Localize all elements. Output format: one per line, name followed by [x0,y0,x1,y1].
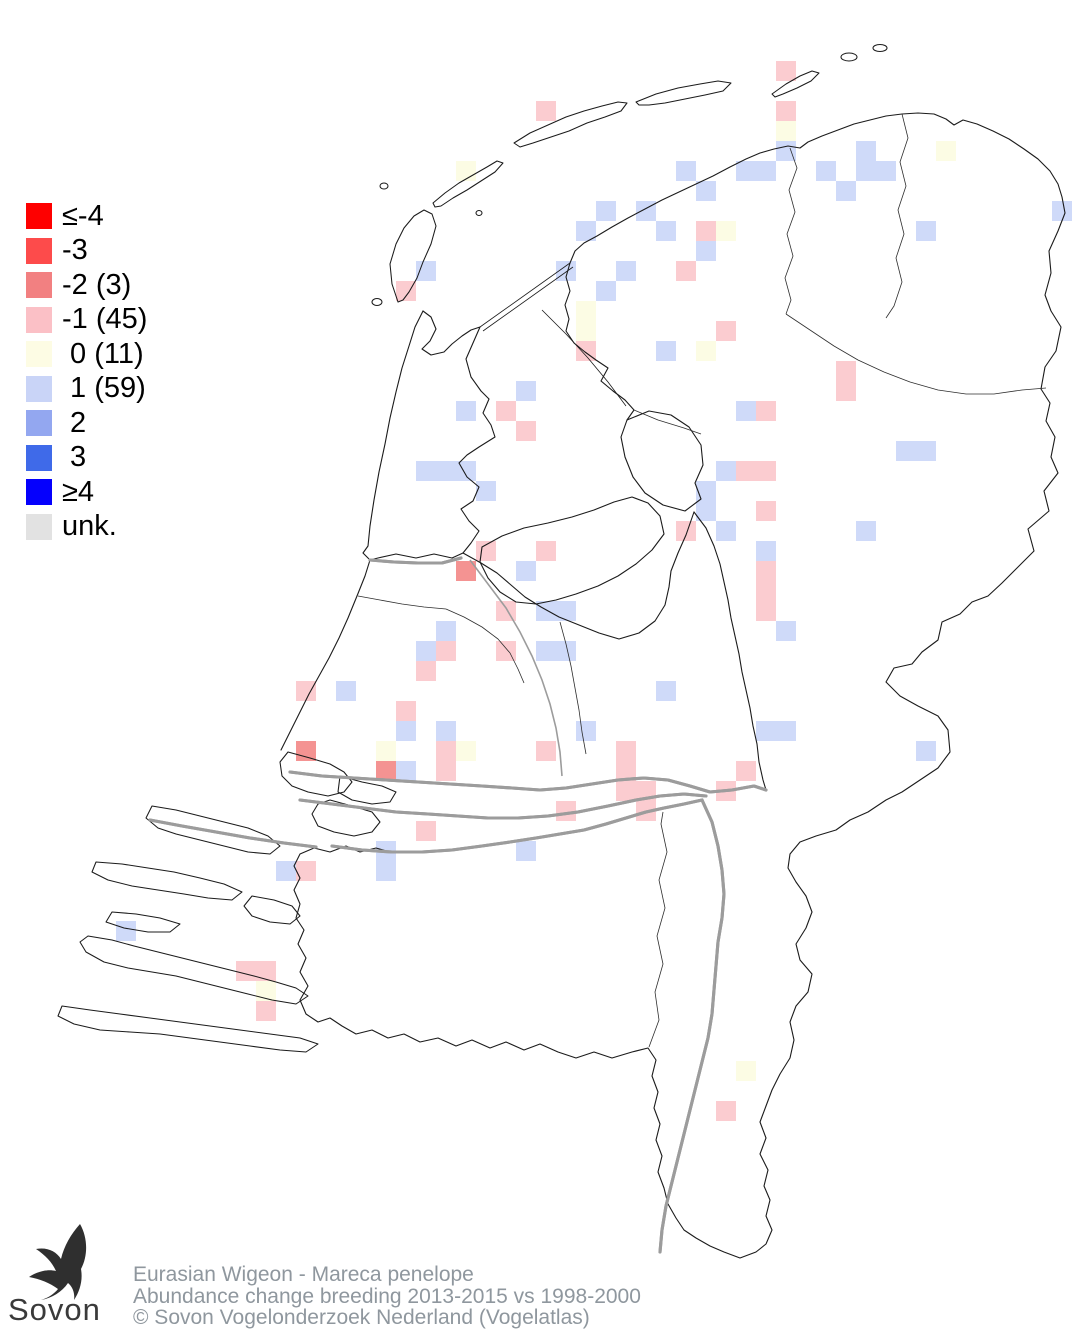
terschelling-island [513,101,628,148]
noordholland-zuidholland-border [357,595,447,610]
legend-item: ≤-4 [26,199,147,232]
friesland-motorway [541,309,627,407]
legend-label: ≥4 [62,475,95,508]
legend-swatch [26,341,52,367]
legend-label: -1 (45) [62,303,148,335]
legend-label: 3 [62,441,87,473]
walcheren-zuid-beveland [79,935,309,1005]
schiermonnikoog-island [771,70,820,98]
voorne-putten-island [279,751,353,797]
zuidholland-utrecht-border [445,608,525,684]
hoeksche-waard-island [311,799,381,837]
swallow-icon [29,1224,87,1300]
noorderhaaks-islet [371,297,383,307]
richel-islet [475,209,483,217]
legend-item: -3 [26,234,147,266]
tholen-island [243,895,301,925]
noordholland-ijsselmeer-coast [369,310,496,561]
map-subtitle: Abundance change breeding 2013-2015 vs 1… [133,1284,641,1308]
legend-swatch [26,375,52,402]
legend-item: 2 [26,406,147,439]
legend: ≤-4 -3 -2 (3) -1 (45) 0 (11) 1 (59) 2 3 ≥4 un… [26,199,148,548]
legend-label: -2 (3) [62,268,132,301]
brabant-limburg-border [648,811,668,1048]
goeree-overflakkee-island [145,805,281,855]
maas-river [330,798,704,854]
randmeren-old-coast [462,511,695,640]
rottumeroog-islet [872,43,888,53]
rottumerplaat-islet [840,52,858,62]
legend-item: 1 (59) [26,372,147,404]
legend-item: ≥4 [26,475,147,508]
noord-beveland-island [105,911,181,933]
legend-swatch [26,410,52,436]
ameland-island [635,80,732,106]
waterways [148,309,768,1254]
friesland-ijsselmeer-coast [564,262,635,421]
sovon-logo [16,1222,136,1305]
legend-swatch [26,203,52,229]
griend-islet [379,182,389,190]
legend-item: unk. [26,510,147,542]
legend-label: unk. [62,510,117,542]
afsluitdijk-2 [482,266,574,332]
amsterdam-rijnkanaal [469,559,563,777]
legend-swatch [26,306,52,333]
copyright-line: © Sovon Vogelonderzoek Nederland (Vogela… [133,1306,590,1329]
vlieland-island [432,160,504,208]
legend-item: 0 (11) [26,337,147,370]
friesland-groningen-border [784,147,798,315]
legend-swatch [26,513,52,540]
utrecht-gelderland-border [559,621,587,755]
flevoland-polder [479,496,665,605]
groningen-drenthe-border [885,113,909,319]
coastlines [280,112,1066,1259]
legend-label: -3 [62,234,88,266]
islands [57,43,888,1053]
west-coast [280,310,424,751]
ijssel-river-border [693,511,767,791]
drenthe-overijssel-border [785,313,1047,395]
province-borders [357,113,1047,1048]
legend-item: -1 (45) [26,303,148,335]
legend-swatch [26,479,52,505]
legend-item: 3 [26,441,147,473]
mainland-north-east-south-coast [293,112,1066,1259]
legend-label: 2 [62,406,87,439]
afsluitdijk [479,262,571,328]
legend-swatch [26,237,52,264]
schouwen-duiveland-island [91,861,243,901]
sovon-logo-text: Sovon [8,1292,101,1327]
zeeuws-vlaanderen [57,1005,319,1053]
legend-swatch [26,272,52,298]
legend-label: ≤-4 [62,199,104,232]
legend-label: 0 (11) [62,337,144,370]
legend-label: 1 (59) [62,372,146,404]
texel-island [389,209,437,303]
noordoostpolder [620,410,704,512]
legend-swatch [26,444,52,471]
maas-limburg-river [658,798,726,1254]
friesland-overijssel-border [633,409,702,435]
legend-item: -2 (3) [26,268,147,301]
ijsselmonde-island [337,775,397,805]
species-title: Eurasian Wigeon - Mareca penelope [133,1263,474,1286]
map-caption: Eurasian Wigeon - Mareca penelope Abunda… [133,1264,641,1329]
